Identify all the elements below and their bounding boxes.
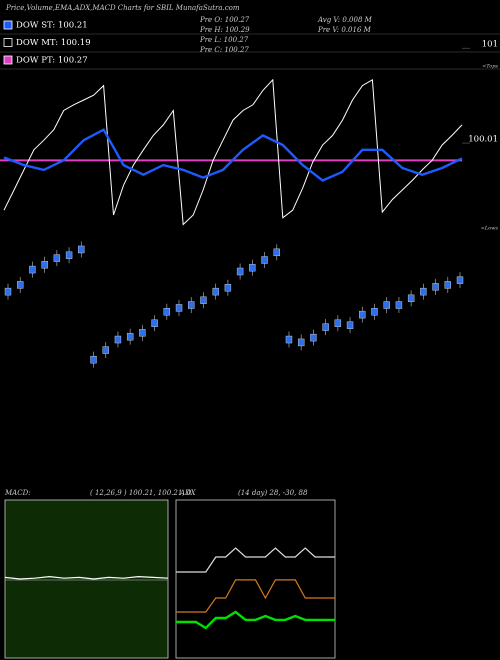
candle [114,335,122,344]
overlay-line [3,78,463,226]
legend-swatch [3,55,13,65]
candle [395,301,403,309]
candle [78,245,85,254]
candle [249,263,256,272]
candle [407,294,415,303]
candle [432,283,439,291]
candle [236,267,244,276]
indicator-line [176,547,335,573]
candle [420,287,427,296]
candle [310,333,317,342]
candle [151,319,158,327]
pre-low: Pre L: 100.27 [199,36,249,44]
indicator-line [176,579,335,613]
panel [4,499,169,659]
candle [102,346,109,354]
panel-label: ADX [179,489,197,497]
candle [53,254,61,262]
candle [346,321,354,329]
candle [163,308,171,316]
panel-label: MACD: [4,489,31,497]
candle [273,248,280,257]
page-title: Price,Volume,EMA,ADX,MACD Charts for SBI… [5,4,240,12]
candle [322,323,329,331]
candle [383,301,390,309]
candle [65,251,73,259]
candle [29,265,36,274]
legend-label: DOW ST: 100.21 [16,21,88,31]
panel [175,499,336,659]
candle [224,284,232,292]
legend-swatch [3,20,13,30]
candle [444,281,451,289]
candle [126,332,134,341]
candle [41,261,48,269]
annotation: <Lows [481,226,499,232]
indicator-line [4,575,169,580]
candle [456,276,464,284]
pre-close: Pre C: 100.27 [199,46,249,54]
annotation: <Tops [482,64,498,70]
pre-high: Pre H: 100.29 [199,26,250,34]
panel-params: (14 day) 28, -30, 88 [238,489,308,497]
candle [4,287,12,296]
overlay-line [3,128,463,182]
avg-volume: Avg V: 0.008 M [317,16,373,24]
candle [200,296,207,304]
panel-params: ( 12,26,9 ) 100.21, 100.21, 0 [90,489,192,497]
candle [139,329,146,337]
legend-label: DOW PT: 100.27 [16,56,88,66]
candle [175,304,183,312]
indicator-line [176,610,335,630]
candle [261,256,268,264]
candle [334,319,342,327]
y-tick-label: 100.01 [468,135,498,145]
candle [188,301,195,309]
y-tick-label: 101 [482,40,498,50]
legend-label: DOW MT: 100.19 [16,38,91,48]
candle [371,308,378,316]
candle [297,338,305,347]
pre-volume: Pre V: 0.016 M [317,26,372,34]
candle [90,355,97,364]
candle [212,287,219,296]
pre-open: Pre O: 100.27 [199,16,250,24]
candle [359,310,366,319]
candle [285,335,293,344]
legend-swatch [3,38,13,47]
candle [17,281,24,289]
